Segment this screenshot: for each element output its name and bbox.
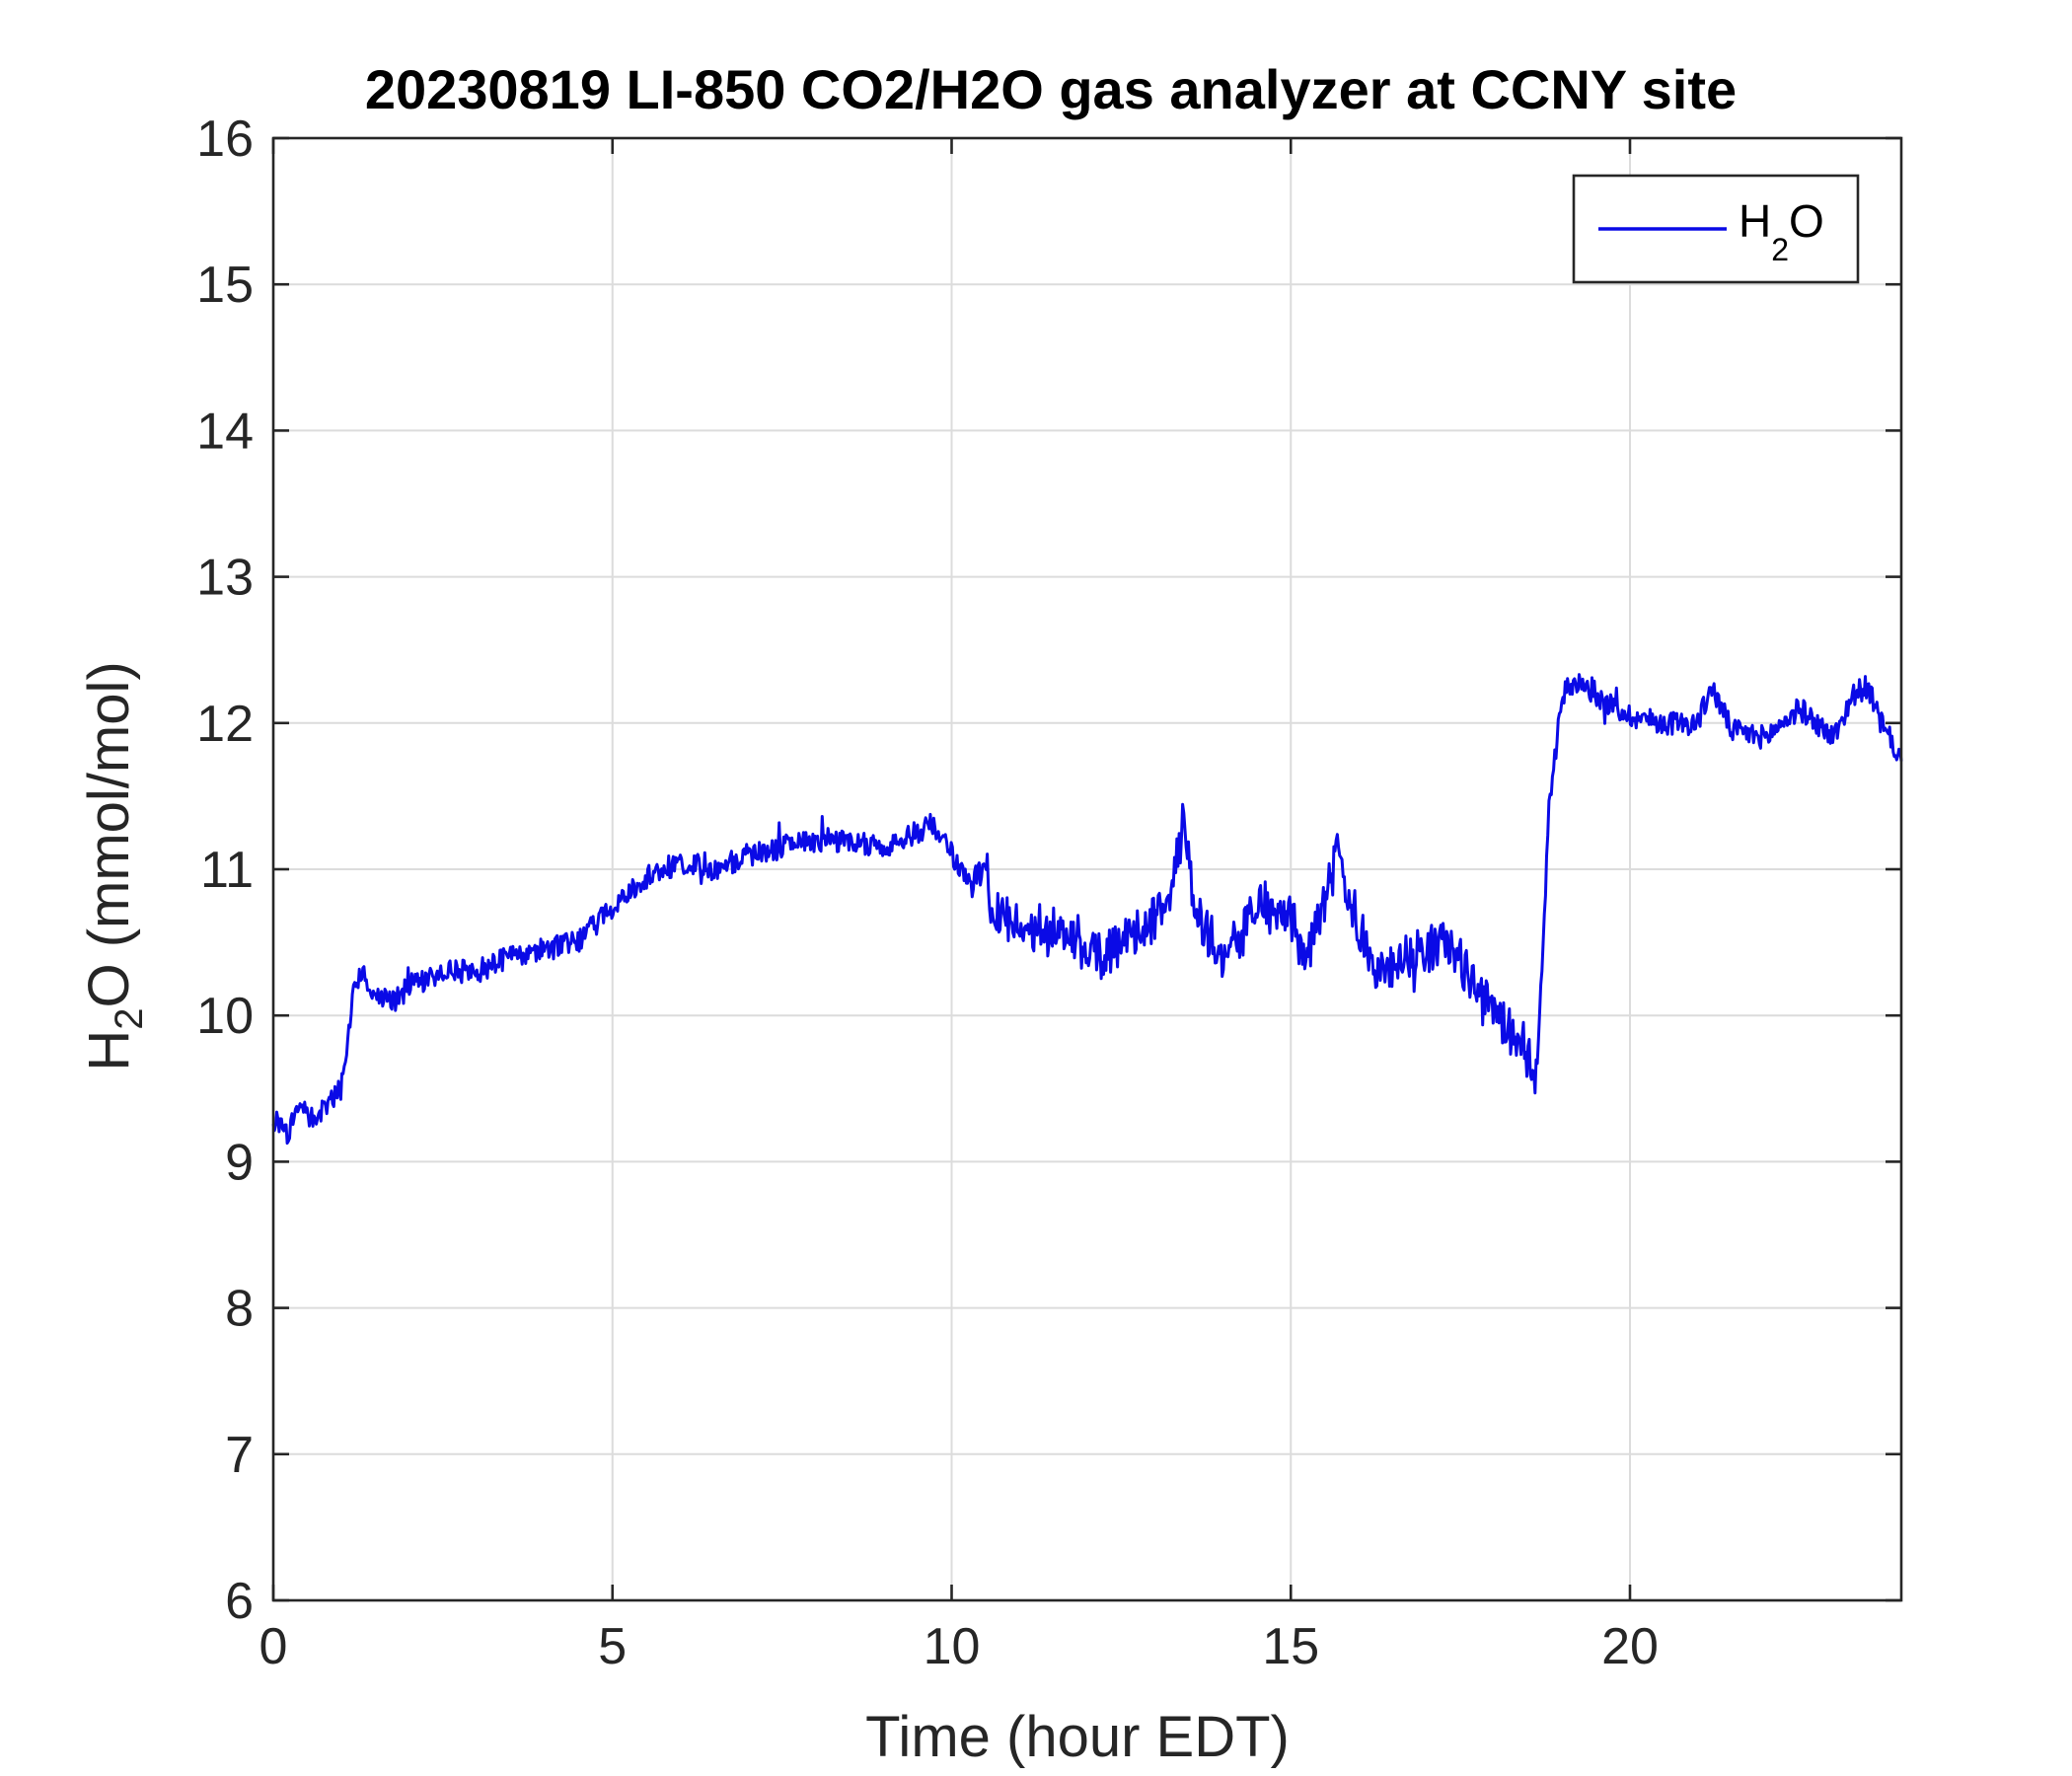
x-tick-label: 10 [924,1618,981,1675]
y-axis-label-rest: O (mmol/mol) [77,661,141,1007]
y-tick-label: 7 [225,1427,254,1484]
y-tick-label: 14 [196,403,254,460]
legend-label-base: H [1739,195,1771,247]
tick-labels: 0 5 10 15 20 6 7 8 9 10 11 12 13 14 15 16 [196,111,1659,1675]
chart-title: 20230819 LI-850 CO2/H2O gas analyzer at … [365,58,1737,120]
x-tick-label: 0 [259,1618,288,1675]
y-tick-label: 9 [225,1134,254,1191]
x-axis-label: Time (hour EDT) [865,1705,1290,1769]
y-tick-label: 8 [225,1281,254,1338]
series-line-h2o [271,673,1903,1146]
grid [272,137,1901,1601]
legend: H2O [1572,174,1860,284]
legend-label-rest: O [1789,195,1824,247]
x-tick-label: 20 [1601,1618,1659,1675]
legend-label-h2o: H2O [1739,195,1824,267]
x-tick-label: 5 [598,1618,627,1675]
y-axis-label: H2O (mmol/mol) [77,661,151,1071]
y-tick-label: 6 [225,1573,254,1630]
ticks [271,136,1901,1602]
y-tick-label: 10 [196,988,254,1045]
series-layer [271,673,1903,1146]
x-tick-label: 15 [1262,1618,1319,1675]
y-tick-label: 13 [196,550,254,607]
y-tick-label: 12 [196,696,254,753]
y-tick-label: 15 [196,257,254,314]
y-tick-label: 16 [196,111,254,168]
y-axis-label-base: H [77,1030,141,1072]
legend-label-subscript: 2 [1771,232,1789,267]
y-axis-label-subscript: 2 [108,1008,151,1030]
y-tick-label: 11 [200,842,254,899]
